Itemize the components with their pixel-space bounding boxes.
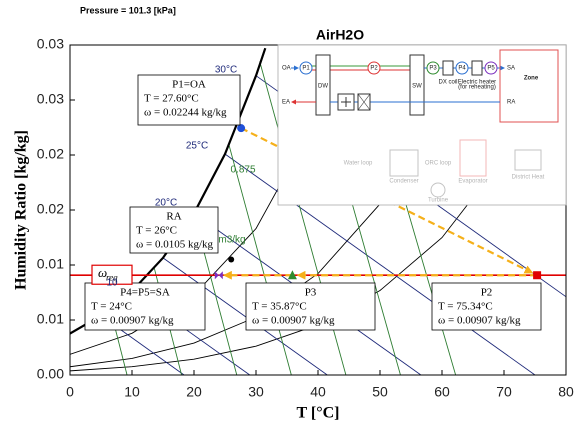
- state-point: [533, 271, 541, 279]
- x-tick-label: 0: [66, 384, 74, 400]
- point-temperature: T = 75.34°C: [438, 301, 493, 313]
- inset-label: ORC loop: [425, 161, 452, 167]
- y-tick-label: 0.01: [37, 311, 64, 327]
- curve-label: 25°C: [186, 141, 208, 152]
- curve-label: 10: [106, 278, 118, 289]
- x-axis-label: T [°C]: [297, 405, 340, 422]
- x-tick-label: 10: [124, 384, 140, 400]
- point-humidity: ω = 0.00907 kg/kg: [252, 315, 335, 327]
- point-name: P1=OA: [172, 79, 206, 91]
- point-humidity: ω = 0.00907 kg/kg: [438, 315, 521, 327]
- y-tick-label: 0.00: [37, 366, 64, 382]
- point-temperature: T = 24°C: [91, 301, 132, 313]
- chart: Pressure = 101.3 [kPa] T [°C] Humidity R…: [0, 0, 574, 427]
- inset-component: [443, 61, 453, 75]
- inset-title: AirH2O: [316, 27, 364, 43]
- point-temperature: T = 27.60°C: [144, 93, 199, 105]
- inset-label: P5: [487, 66, 495, 72]
- point-humidity: ω = 0.02244 kg/kg: [144, 107, 227, 119]
- curve-label: 30°C: [215, 65, 237, 76]
- point-name: P3: [305, 287, 317, 299]
- inset-label: Evaporator: [458, 179, 487, 185]
- x-tick-label: 50: [372, 384, 388, 400]
- state-point: [228, 257, 234, 263]
- inset-label: SW: [412, 84, 422, 90]
- inset-diagram: OA P1 DW P2 SW P3 DX coil P4 Electric he…: [278, 45, 566, 205]
- point-name: P4=P5=SA: [120, 287, 170, 299]
- inset-label: P3: [429, 66, 437, 72]
- curve-label: 0.875: [230, 165, 255, 176]
- inset-label: Zone: [524, 76, 539, 82]
- x-tick-label: 60: [434, 384, 450, 400]
- point-humidity: ω = 0.0105 kg/kg: [136, 239, 214, 251]
- inset-component: [472, 61, 482, 75]
- curve-label: 20°C: [155, 198, 177, 209]
- inset-label: OA: [282, 66, 291, 72]
- point-temperature: T = 26°C: [136, 225, 177, 237]
- x-tick-label: 30: [248, 384, 264, 400]
- x-tick-label: 40: [310, 384, 326, 400]
- y-tick-label: 0.01: [37, 256, 64, 272]
- inset-label: District Heat: [512, 175, 545, 181]
- y-tick-label: 0.03: [37, 91, 64, 107]
- y-tick-label: 0.02: [37, 201, 64, 217]
- point-name: RA: [166, 211, 181, 223]
- x-tick-label: 80: [558, 384, 574, 400]
- inset-label: P1: [302, 66, 310, 72]
- inset-label: (for reheating): [458, 85, 496, 91]
- inset-label: P2: [370, 66, 378, 72]
- inset-label: DW: [318, 84, 328, 90]
- inset-label: Condenser: [389, 179, 418, 185]
- point-temperature: T = 35.87°C: [252, 301, 307, 313]
- inset-label: P4: [458, 66, 466, 72]
- inset-label: SA: [507, 66, 515, 72]
- y-tick-label: 0.03: [37, 36, 64, 52]
- y-axis-label: Humidity Ratio [kg/kg]: [13, 130, 30, 290]
- inset-label: Water loop: [344, 161, 373, 167]
- inset-label: DX coil: [438, 80, 457, 86]
- state-point: [215, 271, 223, 279]
- pressure-label: Pressure = 101.3 [kPa]: [80, 5, 176, 15]
- point-name: P2: [481, 287, 493, 299]
- curve-label: m3/kg: [218, 235, 245, 246]
- inset-label: Turbine: [428, 198, 449, 204]
- point-humidity: ω = 0.00907 kg/kg: [91, 315, 174, 327]
- x-tick-label: 70: [496, 384, 512, 400]
- inset-label: RA: [507, 100, 515, 106]
- inset-label: EA: [282, 100, 290, 106]
- y-tick-label: 0.02: [37, 146, 64, 162]
- x-tick-label: 20: [186, 384, 202, 400]
